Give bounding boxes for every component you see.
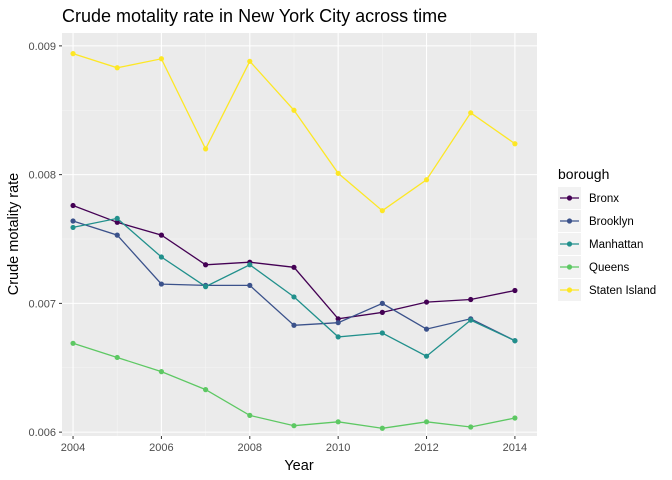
legend-key-point (566, 218, 573, 224)
data-point-queens (158, 369, 165, 375)
x-tick-label: 2010 (326, 442, 350, 454)
data-point-queens (512, 415, 518, 421)
legend-key-point (566, 195, 573, 201)
legend-title: borough (558, 166, 609, 182)
y-tick-label: 0.007 (28, 298, 56, 310)
legend-key-point (566, 241, 573, 247)
y-tick-label: 0.006 (28, 427, 56, 439)
data-point-bronx (512, 287, 518, 294)
y-axis: 0.006 0.007 0.008 0.009 (28, 41, 62, 439)
chart-title: Crude motality rate in New York City acr… (62, 6, 447, 26)
x-tick-label: 2004 (61, 442, 85, 454)
data-point-manhattan (335, 334, 341, 340)
data-point-staten-island (512, 141, 518, 147)
x-tick-label: 2014 (503, 442, 527, 454)
data-point-staten-island (379, 208, 385, 214)
data-point-manhattan (468, 317, 474, 323)
data-point-staten-island (423, 177, 430, 183)
y-tick-label: 0.008 (28, 170, 56, 182)
data-point-manhattan (247, 262, 253, 268)
legend-label: Manhattan (589, 239, 643, 251)
data-point-brooklyn (114, 232, 120, 238)
legend-item-staten-island: Staten Island (558, 279, 656, 301)
plot-panel (62, 33, 537, 436)
data-point-bronx (379, 309, 385, 315)
data-point-staten-island (335, 170, 341, 176)
data-point-brooklyn (70, 218, 76, 224)
data-point-brooklyn (379, 300, 385, 306)
data-point-manhattan (203, 284, 209, 290)
x-tick-label: 2006 (149, 442, 173, 454)
data-point-bronx (423, 299, 430, 305)
y-tick-label: 0.009 (28, 41, 56, 53)
data-point-queens (291, 423, 297, 429)
data-point-manhattan (379, 330, 385, 336)
x-tick-label: 2008 (238, 442, 262, 454)
data-point-staten-island (158, 56, 165, 62)
data-point-brooklyn (158, 281, 165, 287)
legend-item-manhattan: Manhattan (558, 233, 643, 255)
data-point-bronx (335, 316, 341, 322)
data-point-brooklyn (423, 326, 430, 332)
data-point-bronx (158, 232, 165, 238)
y-axis-title: Crude motality rate (6, 173, 22, 296)
legend-label: Brooklyn (589, 216, 634, 228)
data-point-bronx (468, 296, 474, 303)
data-point-queens (468, 424, 474, 430)
data-point-queens (247, 412, 253, 418)
x-tick-label: 2012 (414, 442, 438, 454)
data-point-staten-island (247, 58, 253, 64)
x-axis: 2004 2006 2008 2010 2012 2014 (61, 436, 527, 454)
x-axis-title: Year (284, 458, 313, 474)
series-manhattan (70, 215, 518, 359)
data-point-bronx (70, 202, 76, 209)
data-point-queens (203, 387, 209, 393)
data-point-manhattan (512, 338, 518, 344)
data-point-queens (114, 354, 120, 361)
data-point-staten-island (291, 107, 297, 113)
legend-label: Bronx (589, 193, 619, 205)
data-point-bronx (291, 264, 297, 270)
data-point-manhattan (114, 215, 120, 222)
data-point-staten-island (468, 110, 474, 116)
series-staten-island (70, 51, 518, 214)
legend-item-bronx: Bronx (558, 187, 619, 209)
legend-item-brooklyn: Brooklyn (558, 210, 634, 232)
data-point-brooklyn (291, 322, 297, 328)
legend-key-point (566, 287, 573, 293)
data-point-manhattan (158, 254, 165, 260)
data-point-manhattan (423, 353, 430, 359)
data-point-brooklyn (247, 282, 253, 288)
series-queens (70, 340, 518, 431)
data-point-queens (70, 340, 76, 346)
series-bronx (70, 202, 518, 322)
legend-key-point (566, 264, 573, 270)
legend: borough Bronx Brooklyn Manhattan Queens Stat… (558, 166, 656, 301)
data-point-manhattan (70, 224, 76, 231)
data-point-staten-island (70, 51, 76, 57)
legend-label: Staten Island (589, 285, 656, 297)
data-point-bronx (203, 262, 209, 268)
data-point-staten-island (114, 65, 120, 71)
data-point-brooklyn (335, 320, 341, 326)
legend-item-queens: Queens (558, 256, 630, 278)
legend-label: Queens (589, 262, 630, 274)
grid (62, 33, 537, 436)
data-point-bronx (114, 219, 120, 225)
data-point-queens (423, 419, 430, 425)
data-point-queens (335, 419, 341, 425)
data-point-queens (379, 425, 385, 431)
data-point-manhattan (291, 294, 297, 300)
series-layer (70, 51, 518, 431)
data-point-staten-island (203, 146, 209, 152)
